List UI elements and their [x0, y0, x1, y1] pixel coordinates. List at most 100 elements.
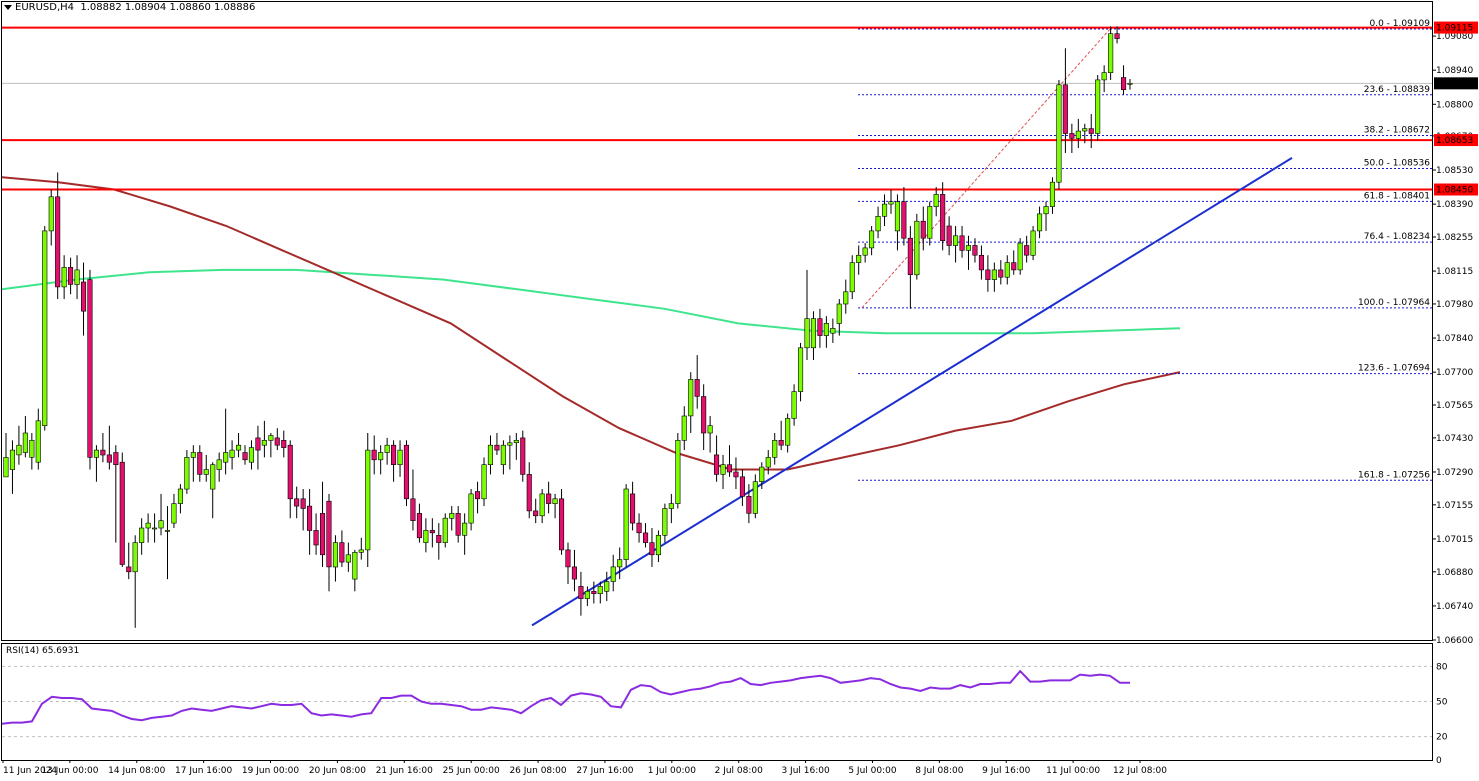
slow-moving-average-line [1, 268, 1181, 335]
candle-body [1088, 128, 1094, 134]
candle-body [584, 590, 590, 599]
candle-body [901, 201, 907, 239]
rsi-label: RSI(14) [6, 646, 40, 656]
candle-body [675, 439, 681, 504]
price-tick-label: 1.06740 [1436, 602, 1473, 612]
candle-body [345, 554, 351, 563]
candle-body [662, 508, 668, 536]
candle-body [352, 551, 358, 580]
candle-body [791, 391, 797, 419]
time-tick-label: 2 Jul 08:00 [715, 766, 764, 776]
candle-body [546, 493, 552, 504]
candle-body [733, 471, 739, 478]
candle-body [701, 396, 707, 434]
candle-body [629, 493, 636, 524]
candle-body [688, 379, 694, 417]
price-tick-label: 1.07565 [1436, 401, 1473, 411]
candle-body [416, 513, 423, 539]
fibonacci-level-label: 100.0 - 1.07964 [1358, 298, 1430, 308]
candle-body [856, 255, 862, 263]
candle-body [862, 247, 868, 256]
time-tick-label: 3 Jul 16:00 [781, 766, 830, 776]
price-tick-label: 1.07155 [1436, 501, 1473, 511]
candle-body [804, 318, 810, 349]
candle-body [378, 452, 384, 461]
candle-body [972, 245, 978, 256]
time-tick-label: 8 Jul 08:00 [915, 766, 964, 776]
time-tick-label: 11 Jul 00:00 [1046, 766, 1100, 776]
rsi-line [1, 669, 1130, 725]
candle-body [681, 415, 687, 441]
candle-body [210, 464, 216, 490]
price-tick-label: 1.08530 [1436, 166, 1473, 176]
candle-body [817, 318, 823, 336]
candle-body [1095, 79, 1101, 134]
candle-body [119, 461, 125, 565]
candle-body [894, 201, 901, 232]
candle-body [100, 449, 106, 456]
candle-body [261, 439, 267, 446]
level-price-tag [1434, 21, 1478, 34]
price-tick-label: 1.08115 [1436, 267, 1473, 277]
candle-body [139, 527, 145, 543]
candle-body [998, 269, 1004, 278]
candle-body [74, 269, 80, 285]
candle-body [455, 513, 461, 536]
candle-body [164, 530, 170, 532]
candle-body [991, 269, 997, 280]
time-tick-label: 20 Jun 08:00 [309, 766, 366, 776]
candle-body [16, 444, 22, 456]
candle-body [61, 267, 67, 288]
time-tick-label: 14 Jun 08:00 [108, 766, 165, 776]
candle-body [442, 517, 448, 543]
price-tick-label: 1.07015 [1436, 535, 1473, 545]
candle-body [533, 510, 539, 517]
level-price-tag [1434, 183, 1478, 196]
current-price-tag [1434, 77, 1478, 90]
candle-body [636, 522, 642, 534]
candle-body [1030, 230, 1036, 256]
candle-body [940, 194, 946, 241]
candle-body [294, 498, 300, 507]
candle-body [313, 530, 319, 546]
candle-body [1069, 133, 1075, 139]
candle-body [242, 452, 248, 461]
chevron-down-icon[interactable] [4, 4, 12, 10]
candle-body [384, 444, 390, 453]
current-price-label: 1.08886 [1436, 79, 1473, 89]
price-tick-label: 1.06600 [1436, 636, 1473, 646]
candle-body [171, 503, 177, 524]
fibonacci-anchor-line[interactable] [861, 28, 1111, 309]
candle-body [68, 267, 74, 285]
candle-body [403, 444, 410, 500]
price-tick-label: 1.07700 [1436, 368, 1473, 378]
time-tick-label: 11 Jun 2024 [3, 766, 57, 776]
candle-body [655, 534, 662, 556]
candle-body [920, 220, 926, 239]
trendline[interactable] [531, 156, 1293, 627]
candle-body [145, 522, 151, 529]
time-tick-label: 27 Jun 16:00 [576, 766, 633, 776]
candle-body [81, 281, 87, 312]
candle-body [726, 464, 733, 473]
candle-body [319, 513, 326, 556]
candle-body [617, 559, 623, 568]
candle-body [914, 220, 920, 276]
candle-body [565, 549, 571, 568]
open-value: 1.08882 [80, 2, 122, 13]
candle-body [197, 452, 203, 475]
candle-body [22, 432, 28, 453]
candle-body [152, 527, 158, 530]
time-tick-label: 12 Jul 08:00 [1113, 766, 1167, 776]
candle-body [623, 488, 629, 560]
candle-body [423, 530, 429, 543]
candle-body [268, 435, 274, 441]
candle-body [281, 439, 287, 448]
rsi-panel-frame [1, 643, 1433, 761]
candle-body [223, 452, 229, 463]
candle-body [1043, 206, 1049, 215]
candle-body [339, 542, 345, 563]
candle-body [390, 444, 397, 466]
candle-body [759, 466, 765, 483]
